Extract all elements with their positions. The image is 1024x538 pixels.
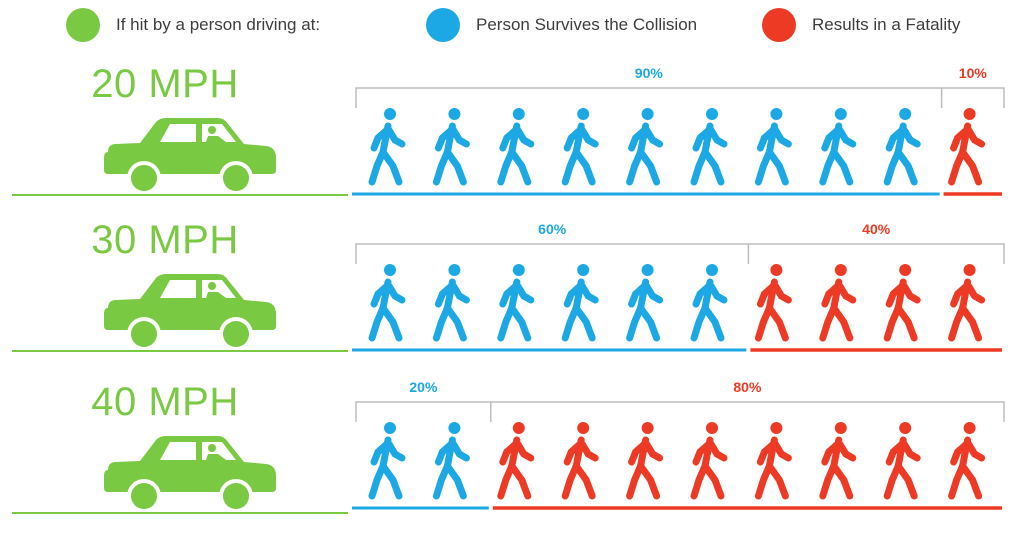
person-icon	[368, 264, 406, 342]
person-icon	[690, 422, 728, 500]
person-icon	[561, 422, 599, 500]
person-icon	[948, 108, 986, 186]
fatal-percent-label: 10%	[959, 65, 988, 81]
legend: If hit by a person driving at: Person Su…	[0, 0, 1024, 50]
driver-head	[208, 444, 216, 452]
person-icon	[432, 264, 470, 342]
survive-percent-label: 90%	[635, 65, 664, 81]
person-icon	[368, 108, 406, 186]
person-icon	[561, 264, 599, 342]
fatal-percent-label: 80%	[733, 379, 762, 395]
bracket-line	[355, 243, 1005, 264]
fatal-percent-label: 40%	[862, 221, 891, 237]
person-icon	[819, 422, 857, 500]
survive-percent-label: 60%	[538, 221, 567, 237]
car-body	[104, 274, 276, 330]
legend-survives-label: Person Survives the Collision	[476, 15, 698, 34]
person-icon	[497, 108, 535, 186]
driver-head	[208, 126, 216, 134]
wheel-front	[131, 165, 157, 191]
ground-line	[12, 512, 348, 514]
car-window-front	[160, 442, 196, 460]
person-icon	[754, 264, 792, 342]
person-icon	[626, 422, 664, 500]
pictograph-svg: 60% 40%	[352, 221, 1005, 352]
person-icon	[497, 264, 535, 342]
wheel-front	[131, 483, 157, 509]
person-icon	[819, 108, 857, 186]
person-icon	[948, 422, 986, 500]
person-icon	[883, 264, 921, 342]
person-icon	[883, 422, 921, 500]
legend-item-fatality: Results in a Fatality	[762, 8, 960, 42]
wheel-rear	[223, 483, 249, 509]
legend-red-dot-icon	[762, 8, 796, 42]
pictograph-svg: 90% 10%	[352, 65, 1005, 196]
pictograph-svg: 20% 80%	[352, 379, 1005, 510]
person-icon	[819, 264, 857, 342]
ground-line	[12, 350, 348, 352]
legend-driving-label: If hit by a person driving at:	[116, 15, 321, 34]
speed-label: 30 MPH	[91, 218, 239, 262]
legend-green-dot-icon	[66, 8, 100, 42]
car-icon	[104, 118, 276, 194]
person-icon	[948, 264, 986, 342]
survive-percent-label: 20%	[409, 379, 438, 395]
wheel-rear	[223, 165, 249, 191]
car-body	[104, 118, 276, 174]
pictograph-panel: 90% 10%	[352, 64, 1005, 224]
driver-body	[206, 136, 226, 142]
person-icon	[561, 108, 599, 186]
person-icon	[754, 422, 792, 500]
person-icon	[690, 264, 728, 342]
person-icon	[368, 422, 406, 500]
bracket-line	[355, 87, 1005, 108]
car-icon	[104, 436, 276, 512]
speed-row-30: 30 MPH 60% 40%	[0, 214, 1024, 364]
car-window-front	[160, 124, 196, 142]
driver-body	[206, 292, 226, 298]
person-icon	[432, 108, 470, 186]
pictograph-panel: 60% 40%	[352, 220, 1005, 380]
car-window-front	[160, 280, 196, 298]
ground-line	[12, 194, 348, 196]
person-icon	[626, 108, 664, 186]
car-icon	[104, 274, 276, 350]
speed-row-40: 40 MPH 20% 80%	[0, 372, 1024, 522]
legend-blue-dot-icon	[426, 8, 460, 42]
person-icon	[883, 108, 921, 186]
speed-row-20: 20 MPH 90% 10%	[0, 56, 1024, 206]
driver-body	[206, 454, 226, 460]
person-icon	[690, 108, 728, 186]
wheel-rear	[223, 321, 249, 347]
wheel-front	[131, 321, 157, 347]
person-icon	[626, 264, 664, 342]
legend-item-survives: Person Survives the Collision	[426, 8, 697, 42]
legend-fatality-label: Results in a Fatality	[812, 15, 961, 34]
speed-label: 40 MPH	[91, 380, 239, 424]
person-icon	[432, 422, 470, 500]
legend-item-driving: If hit by a person driving at:	[66, 8, 320, 42]
pictograph-panel: 20% 80%	[352, 378, 1005, 538]
bracket-line	[355, 401, 1005, 422]
car-body	[104, 436, 276, 492]
person-icon	[754, 108, 792, 186]
person-icon	[497, 422, 535, 500]
speed-label: 20 MPH	[91, 62, 239, 106]
driver-head	[208, 282, 216, 290]
